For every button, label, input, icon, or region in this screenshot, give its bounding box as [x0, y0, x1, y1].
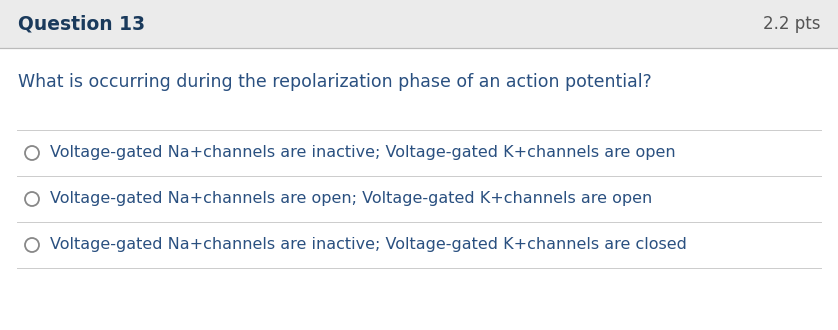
Text: 2.2 pts: 2.2 pts [763, 15, 820, 33]
Text: Question 13: Question 13 [18, 15, 145, 34]
Text: Voltage-gated Na+channels are inactive; Voltage-gated K+channels are closed: Voltage-gated Na+channels are inactive; … [50, 238, 687, 252]
Text: What is occurring during the repolarization phase of an action potential?: What is occurring during the repolarizat… [18, 73, 652, 91]
Text: Voltage-gated Na+channels are open; Voltage-gated K+channels are open: Voltage-gated Na+channels are open; Volt… [50, 191, 652, 207]
Bar [0, 0, 838, 48]
Text: Voltage-gated Na+channels are inactive; Voltage-gated K+channels are open: Voltage-gated Na+channels are inactive; … [50, 146, 675, 160]
